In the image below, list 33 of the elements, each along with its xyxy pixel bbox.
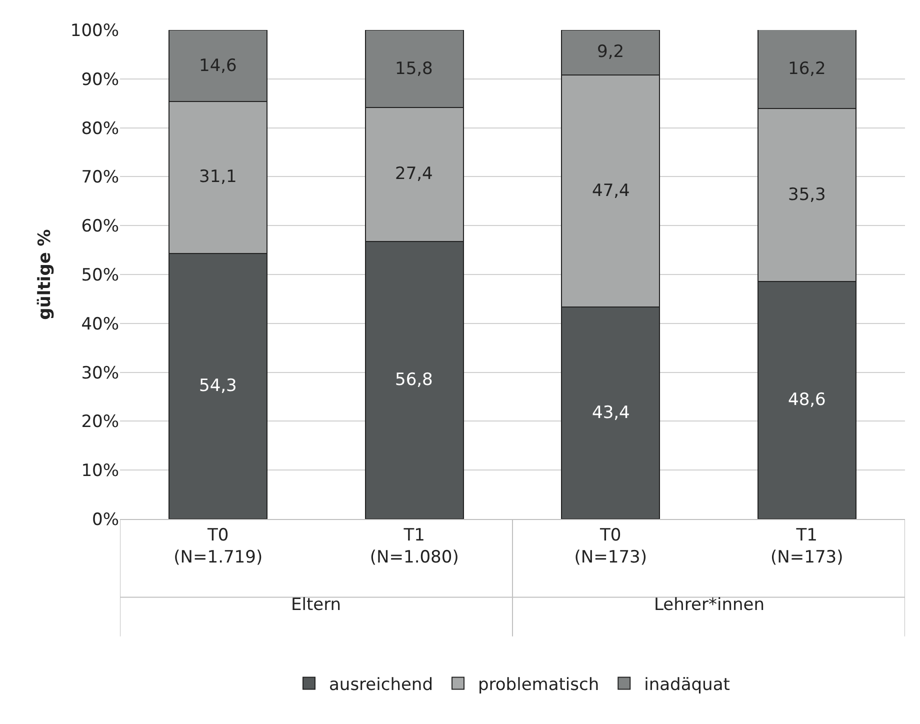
text: Eltern <box>291 595 342 615</box>
y-axis-title: gültige % <box>34 229 55 320</box>
data-label: 48,6 <box>788 390 826 410</box>
y-tick-label: 0% <box>92 510 119 530</box>
data-label: 27,4 <box>395 164 433 184</box>
y-tick-label: 60% <box>81 216 119 237</box>
data-label: 47,4 <box>592 181 630 201</box>
text: Lehrer*innen <box>654 595 764 615</box>
data-label: 31,1 <box>199 167 237 187</box>
data-label: 56,8 <box>395 370 433 390</box>
legend-label: problematisch <box>478 674 600 695</box>
y-tick-label: 20% <box>81 412 119 432</box>
y-tick-label: 40% <box>81 314 119 334</box>
data-label: 9,2 <box>597 42 624 62</box>
y-tick-label: 70% <box>81 168 119 188</box>
x-tick-label: T0 (N=1.719) <box>174 525 263 568</box>
y-tick-label: 10% <box>81 461 119 482</box>
legend-label: ausreichend <box>329 674 433 695</box>
y-tick-label: 50% <box>81 265 119 286</box>
data-label: 35,3 <box>788 185 826 205</box>
data-label: 54,3 <box>199 376 237 396</box>
y-tick-label: 80% <box>81 118 119 139</box>
y-tick-label: 30% <box>81 363 119 384</box>
y-tick-label: 90% <box>81 70 119 90</box>
legend-label: inadäquat <box>644 674 730 695</box>
y-tick-label: 100% <box>70 20 119 41</box>
data-label: 14,6 <box>199 56 237 76</box>
x-tick-label: T1 (N=1.080) <box>370 525 459 568</box>
x-tick-label: T1 (N=173) <box>770 525 844 568</box>
data-label: 15,8 <box>395 59 433 79</box>
data-label: 16,2 <box>788 59 826 79</box>
x-tick-label: T0 (N=173) <box>574 525 647 568</box>
data-label: 43,4 <box>592 403 630 423</box>
